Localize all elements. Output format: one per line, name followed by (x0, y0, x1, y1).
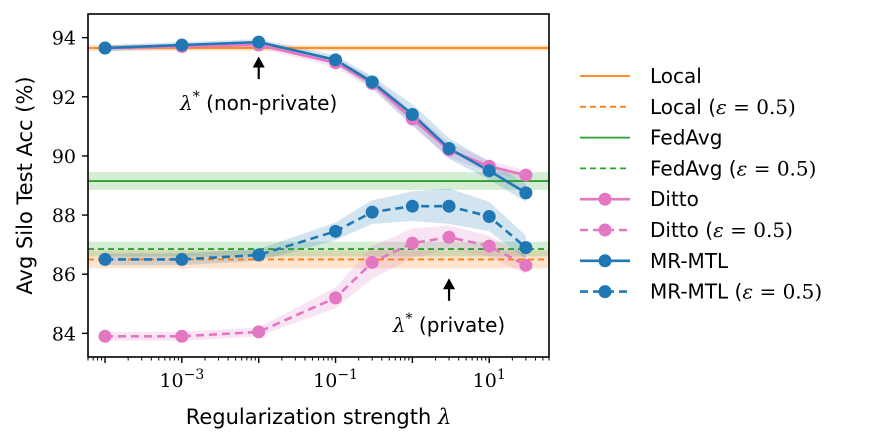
y-tick-label: 94 (52, 28, 76, 50)
mr-mtl-dp-point (98, 252, 112, 266)
legend-item-ditto-dp: Ditto (ε = 0.5) (580, 218, 793, 242)
legend-item-local-dp: Local (ε = 0.5) (580, 95, 796, 119)
x-axis: 10−3 10−1 101 (87, 357, 550, 392)
y-tick-label: 90 (52, 146, 76, 168)
legend-item-mr-mtl-dp: MR-MTL (ε = 0.5) (580, 280, 822, 304)
legend-label: Ditto (ε = 0.5) (650, 218, 793, 242)
mr-mtl-point (329, 53, 343, 67)
legend-label: MR-MTL (650, 249, 729, 273)
legend-label: Local (ε = 0.5) (650, 95, 796, 119)
legend-item-ditto: Ditto (580, 187, 699, 211)
ditto-point (519, 168, 533, 182)
annotations: λ* (non-private) λ* (private) (179, 56, 505, 337)
annotation: λ* (private) (392, 278, 505, 337)
legend-item-fedavg: FedAvg (580, 126, 722, 150)
legend-marker (598, 254, 612, 268)
ditto-dp-point (175, 329, 189, 343)
ditto-dp-point (482, 239, 496, 253)
y-axis-label: Avg Silo Test Acc (%) (13, 76, 37, 294)
legend-label: FedAvg (650, 126, 722, 150)
mr-mtl-point (442, 142, 456, 156)
y-tick-label: 92 (52, 87, 76, 109)
y-tick-label: 86 (52, 264, 76, 286)
ditto-dp-point (405, 236, 419, 250)
mr-mtl-point (405, 108, 419, 122)
annotation-label: λ* (non-private) (179, 89, 337, 115)
mr-mtl-point (365, 75, 379, 89)
confidence-bands (88, 39, 549, 341)
mr-mtl-dp-point (405, 199, 419, 213)
ditto-dp-point (98, 329, 112, 343)
legend-marker (598, 223, 612, 237)
mr-mtl-point (482, 164, 496, 178)
y-tick-label: 88 (52, 205, 76, 227)
annotation-label: λ* (private) (392, 311, 505, 337)
arrow-head-icon (252, 56, 265, 68)
legend: Local Local (ε = 0.5) FedAvg FedAvg (ε = 0.… (580, 64, 822, 304)
legend-label: FedAvg (ε = 0.5) (650, 156, 816, 180)
x-tick-label: 10−3 (159, 367, 204, 392)
legend-label: MR-MTL (ε = 0.5) (650, 280, 822, 304)
series-points (98, 35, 533, 343)
mr-mtl-point (252, 35, 266, 49)
legend-item-fedavg-dp: FedAvg (ε = 0.5) (580, 156, 816, 180)
y-tick-label: 84 (52, 323, 76, 345)
mr-mtl-dp-point (482, 210, 496, 224)
legend-marker (598, 192, 612, 206)
mr-mtl-point (175, 38, 189, 52)
annotation: λ* (non-private) (179, 56, 337, 115)
ditto-dp-point (519, 258, 533, 272)
legend-marker (598, 285, 612, 299)
mr-mtl-line (104, 40, 527, 195)
ditto-dp-band (105, 225, 526, 341)
mr-mtl-dp-point (442, 199, 456, 213)
ditto-dp-point (252, 325, 266, 339)
x-tick-label: 10−1 (313, 367, 358, 392)
mr-mtl-dp-point (519, 241, 533, 255)
legend-label: Local (650, 64, 702, 88)
y-axis: 84 86 88 90 92 94 (52, 28, 88, 345)
ditto-dp-point (329, 291, 343, 305)
mr-mtl-dp-point (252, 248, 266, 262)
mr-mtl-dp-band (105, 188, 526, 266)
legend-item-mr-mtl: MR-MTL (580, 249, 729, 273)
mr-mtl-dp-point (365, 205, 379, 219)
mr-mtl-point (98, 41, 112, 55)
x-tick-label: 101 (473, 367, 506, 392)
mr-mtl-point (519, 186, 533, 200)
x-axis-label: Regularization strength λ (186, 405, 452, 429)
legend-label: Ditto (650, 187, 699, 211)
ditto-dp-point (442, 230, 456, 244)
mr-mtl-dp-point (175, 252, 189, 266)
ditto-dp-point (365, 255, 379, 269)
legend-item-local: Local (580, 64, 702, 88)
arrow-head-icon (443, 278, 456, 290)
mr-mtl-dp-point (329, 224, 343, 238)
